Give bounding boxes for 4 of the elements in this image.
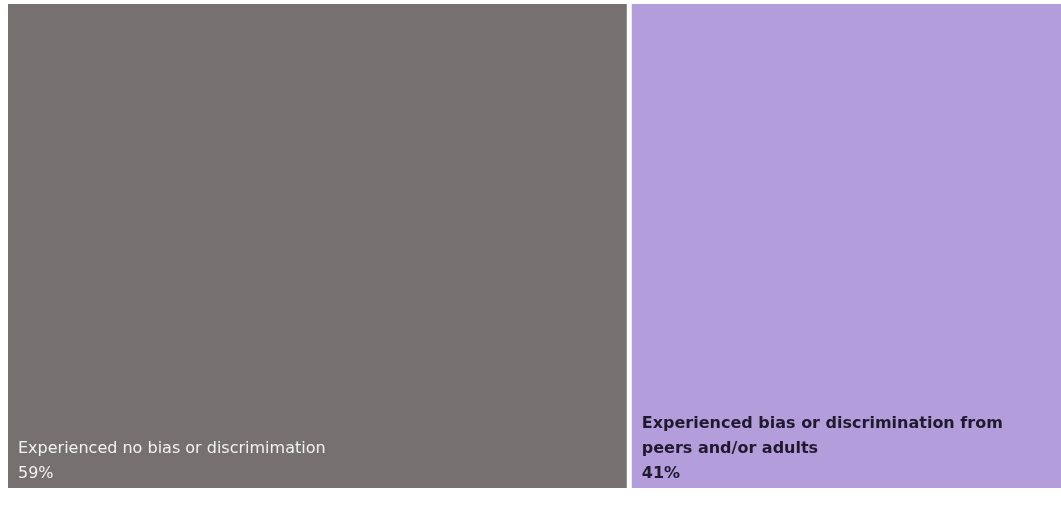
- data-label: 59%: [18, 463, 54, 482]
- category-label: Experienced bias or discrimination from peers and/or adults: [641, 413, 1003, 457]
- category-label: Experienced no bias or discrimimation: [18, 438, 326, 457]
- data-label: 41%: [641, 463, 681, 482]
